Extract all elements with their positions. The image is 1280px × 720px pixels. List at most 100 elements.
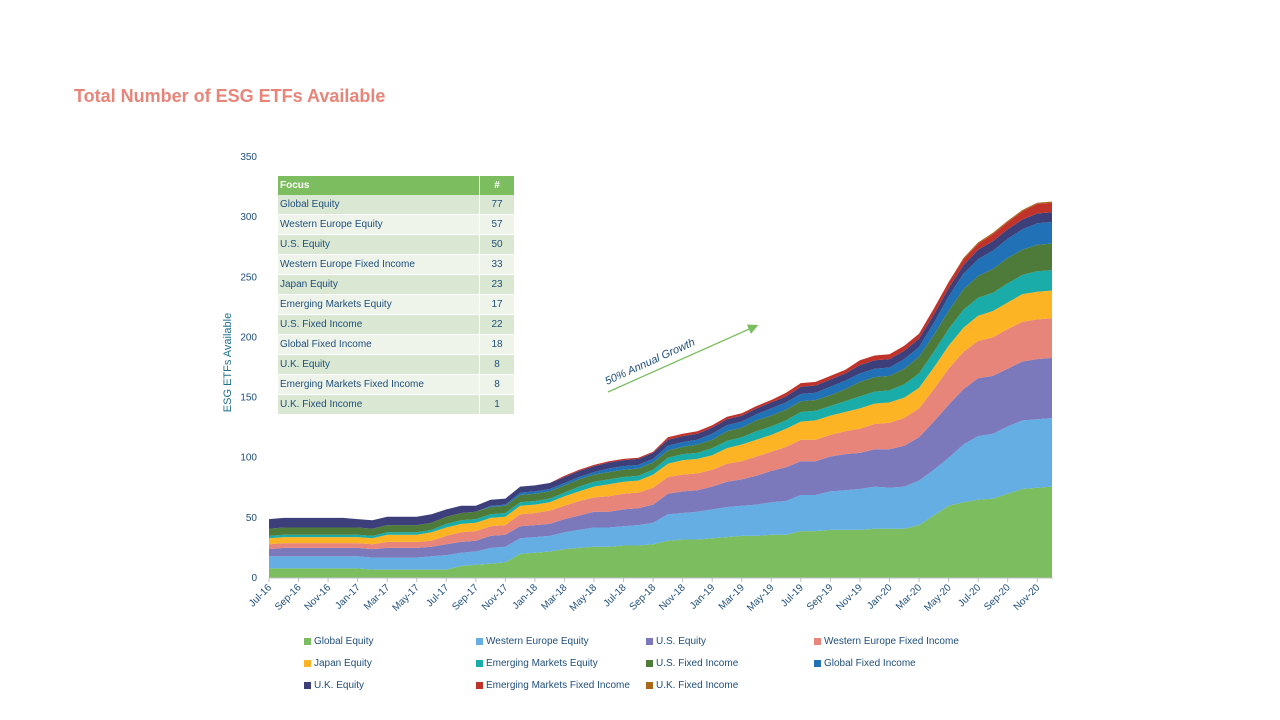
legend-label: U.S. Fixed Income — [656, 658, 739, 669]
y-tick-label: 250 — [240, 272, 257, 283]
chart-title: Total Number of ESG ETFs Available — [74, 86, 386, 106]
legend-label: Emerging Markets Fixed Income — [486, 680, 630, 691]
legend-label: Global Equity — [314, 636, 374, 647]
y-tick-label: 100 — [240, 453, 257, 464]
growth-annotation: 50% Annual Growth — [603, 336, 697, 387]
x-tick-label: Sep-18 — [628, 582, 659, 613]
y-tick-label: 300 — [240, 212, 257, 223]
y-tick-label: 200 — [240, 332, 257, 343]
count-cell: 22 — [479, 314, 514, 335]
legend-swatch — [646, 659, 653, 667]
legend-label: Global Fixed Income — [824, 658, 916, 669]
focus-cell: Emerging Markets Equity — [278, 294, 480, 315]
legend-item: Emerging Markets Equity — [476, 658, 598, 669]
count-header: # — [479, 176, 514, 195]
focus-table-body: Global Equity 77 Western Europe Equity 57 U.… — [278, 195, 514, 415]
x-tick-label: May-18 — [568, 582, 600, 614]
focus-table-row: Western Europe Fixed Income 33 — [278, 254, 514, 275]
y-tick-label: 350 — [240, 152, 257, 163]
x-tick-label: Sep-17 — [450, 582, 481, 613]
x-tick-label: Sep-16 — [273, 582, 304, 613]
focus-cell: Western Europe Equity — [278, 214, 480, 235]
y-tick-label: 150 — [240, 393, 257, 404]
focus-cell: Western Europe Fixed Income — [278, 254, 480, 275]
legend-swatch — [304, 681, 311, 689]
legend-item: Global Fixed Income — [814, 658, 916, 669]
focus-table-row: U.S. Fixed Income 22 — [278, 314, 514, 335]
focus-table-header: Focus # — [278, 176, 514, 195]
legend-item: Western Europe Fixed Income — [814, 636, 959, 647]
focus-cell: U.K. Equity — [278, 354, 480, 375]
focus-table-row: U.K. Fixed Income 1 — [278, 394, 514, 415]
count-cell: 18 — [479, 334, 514, 355]
legend-label: U.K. Equity — [314, 680, 365, 691]
x-tick-label: Nov-18 — [657, 582, 688, 613]
focus-table-row: U.S. Equity 50 — [278, 234, 514, 255]
area-series-1 — [269, 418, 1052, 570]
legend-label: U.K. Fixed Income — [656, 680, 739, 691]
x-tick-label: Mar-20 — [894, 582, 924, 612]
x-tick-label: Mar-18 — [539, 582, 569, 612]
legend-swatch — [476, 637, 483, 645]
legend-label: Emerging Markets Equity — [486, 658, 598, 669]
x-tick-label: Nov-19 — [834, 582, 865, 613]
count-cell: 8 — [479, 354, 514, 375]
x-tick-label: Nov-16 — [303, 582, 334, 613]
count-cell: 50 — [479, 234, 514, 255]
count-cell: 8 — [479, 374, 514, 395]
count-cell: 17 — [479, 294, 514, 315]
x-tick-label: Jan-18 — [511, 582, 541, 612]
legend-item: Japan Equity — [304, 658, 372, 669]
x-tick-label: May-17 — [390, 582, 422, 614]
area-series-3 — [269, 318, 1052, 550]
x-tick-label: Jul-19 — [779, 582, 806, 609]
legend-label: Japan Equity — [314, 658, 372, 669]
legend-label: Western Europe Equity — [486, 636, 589, 647]
focus-cell: Global Fixed Income — [278, 334, 480, 355]
y-tick-label: 0 — [251, 573, 257, 584]
focus-header: Focus — [278, 176, 480, 195]
legend-swatch — [304, 659, 311, 667]
count-cell: 33 — [479, 254, 514, 275]
legend-swatch — [646, 681, 653, 689]
x-tick-label: Mar-19 — [717, 582, 747, 612]
legend-label: Western Europe Fixed Income — [824, 636, 959, 647]
focus-cell: U.K. Fixed Income — [278, 394, 480, 415]
x-tick-label: Nov-17 — [480, 582, 511, 613]
legend-swatch — [304, 637, 311, 645]
focus-cell: U.S. Equity — [278, 234, 480, 255]
focus-table-row: Emerging Markets Equity 17 — [278, 294, 514, 315]
legend-swatch — [476, 659, 483, 667]
legend-item: U.K. Equity — [304, 680, 364, 691]
count-cell: 23 — [479, 274, 514, 295]
focus-table-row: Japan Equity 23 — [278, 274, 514, 295]
count-cell: 77 — [479, 195, 514, 215]
focus-table-row: U.K. Equity 8 — [278, 354, 514, 375]
focus-table: Focus # Global Equity 77 Western Europe Eq… — [278, 176, 514, 415]
x-tick-label: May-20 — [922, 582, 954, 614]
area-series-4 — [269, 290, 1052, 545]
focus-cell: U.S. Fixed Income — [278, 314, 480, 335]
x-tick-label: Sep-19 — [805, 582, 836, 613]
x-tick-label: Jul-18 — [602, 582, 629, 609]
x-tick-label: May-19 — [745, 582, 777, 614]
count-cell: 57 — [479, 214, 514, 235]
y-tick-label: 50 — [246, 513, 258, 524]
legend-item: U.S. Equity — [646, 636, 706, 647]
legend-item: U.K. Fixed Income — [646, 680, 738, 691]
legend-item: Western Europe Equity — [476, 636, 589, 647]
x-tick-label: Jul-16 — [247, 582, 274, 609]
x-tick-label: Jul-17 — [424, 582, 451, 609]
x-tick-label: Sep-20 — [982, 582, 1013, 613]
area-series-2 — [269, 357, 1052, 558]
legend-label: U.S. Equity — [656, 636, 707, 647]
focus-cell: Japan Equity — [278, 274, 480, 295]
legend-item: U.S. Fixed Income — [646, 658, 738, 669]
area-series-0 — [269, 486, 1052, 578]
y-axis-label: ESG ETFs Available — [222, 313, 234, 412]
focus-table-row: Global Fixed Income 18 — [278, 334, 514, 355]
x-tick-label: Nov-20 — [1012, 582, 1043, 613]
legend-swatch — [646, 637, 653, 645]
x-tick-label: Mar-17 — [362, 582, 392, 612]
